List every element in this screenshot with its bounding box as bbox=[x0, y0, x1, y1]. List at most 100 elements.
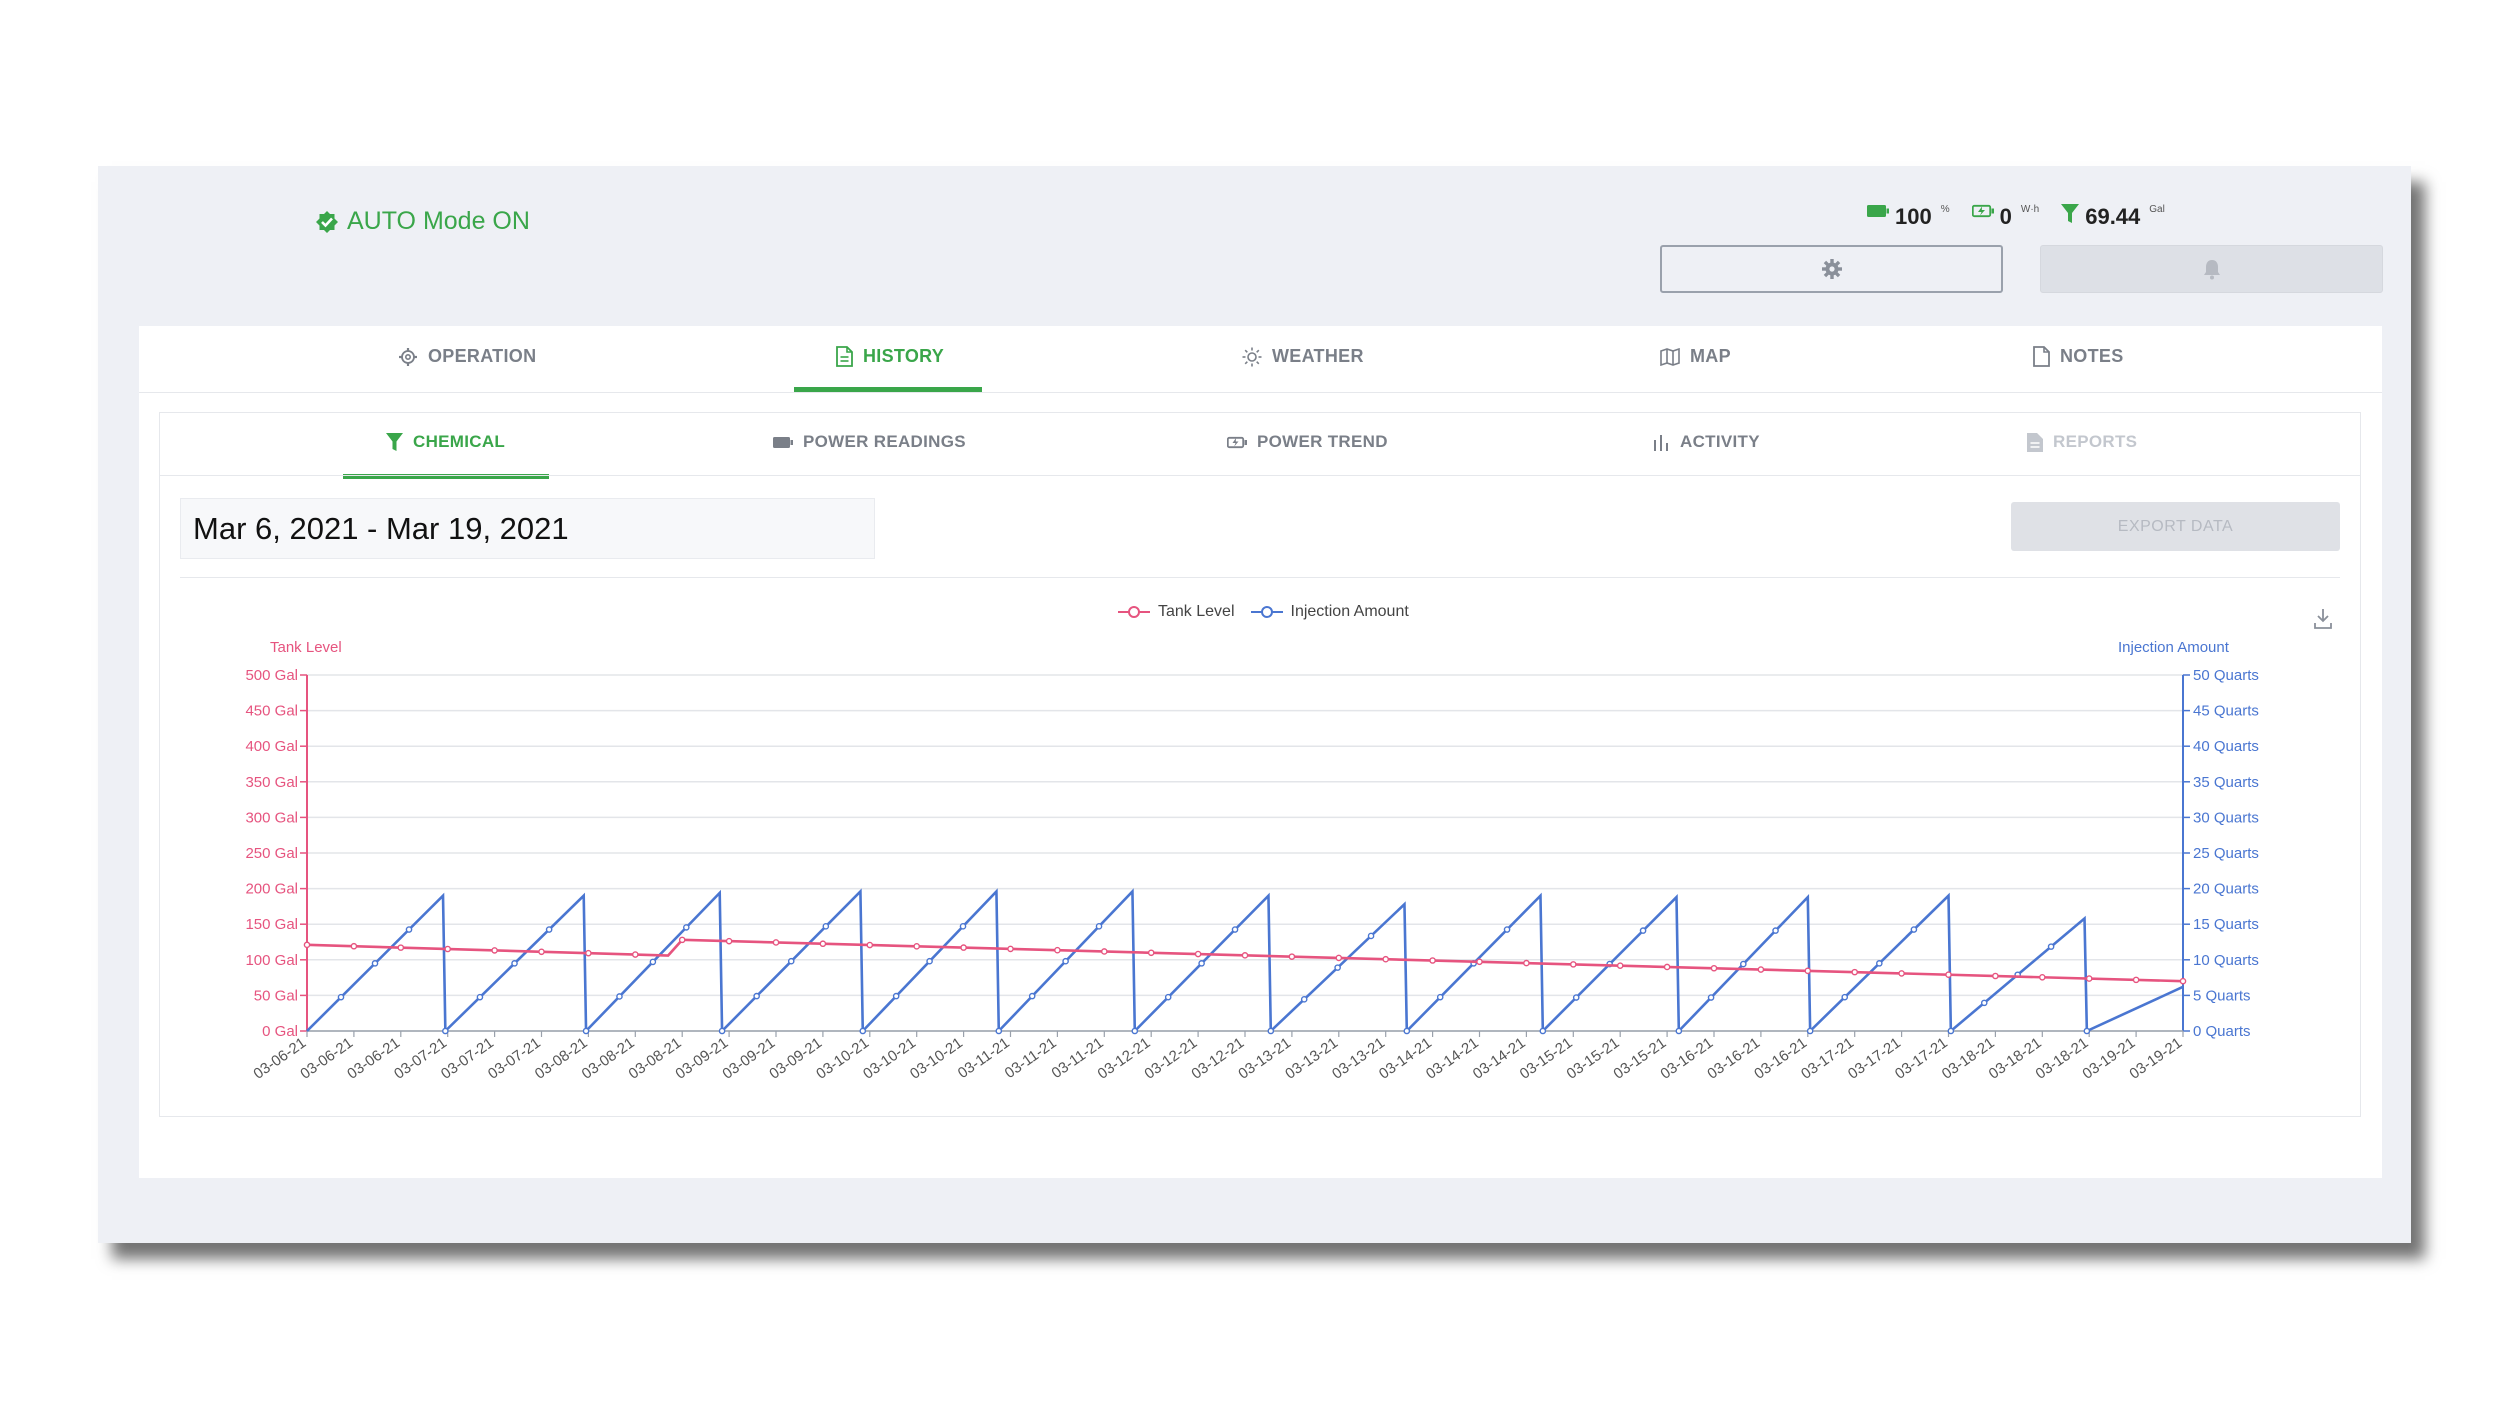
download-icon[interactable] bbox=[2313, 608, 2333, 630]
left-axis-tick-label: 400 Gal bbox=[245, 738, 298, 755]
note-icon bbox=[2033, 346, 2050, 367]
tank-level-point bbox=[1147, 949, 1155, 957]
tank-level-point bbox=[1616, 962, 1624, 969]
tab-map[interactable]: MAP bbox=[1660, 346, 1731, 367]
subtab-power-readings[interactable]: POWER READINGS bbox=[773, 432, 966, 452]
tank-level-point bbox=[397, 944, 405, 951]
left-axis-tick-label: 300 Gal bbox=[245, 809, 298, 826]
tab-history-label: HISTORY bbox=[863, 346, 945, 366]
tank-level-point bbox=[1992, 972, 1999, 980]
tank-level-point bbox=[2039, 973, 2046, 981]
injection-point bbox=[1806, 1027, 1814, 1035]
tank-level-point bbox=[2085, 975, 2093, 982]
energy-unit: W·h bbox=[2020, 204, 2040, 215]
chart-legend: Tank Level Injection Amount bbox=[1118, 603, 1409, 621]
tank-level-point bbox=[1523, 959, 1530, 967]
tank-level-point bbox=[1663, 963, 1671, 971]
injection-point bbox=[371, 960, 379, 967]
legend-tank-label[interactable]: Tank Level bbox=[1158, 603, 1235, 620]
right-axis-tick-label: 10 Quarts bbox=[2193, 952, 2259, 969]
tank-level-point bbox=[1945, 971, 1952, 979]
x-axis-tick-label: 03-15-21 bbox=[1610, 1034, 1669, 1082]
injection-point bbox=[442, 1027, 449, 1035]
date-range-picker[interactable]: Mar 6, 2021 - Mar 19, 2021 bbox=[180, 498, 875, 559]
right-axis-tick-label: 25 Quarts bbox=[2193, 845, 2259, 862]
injection-point bbox=[787, 957, 795, 965]
tank-level-point bbox=[1710, 964, 1718, 972]
subtabs-divider bbox=[160, 475, 2360, 476]
injection-point bbox=[1198, 960, 1205, 967]
x-axis-tick-label: 03-09-21 bbox=[719, 1034, 778, 1082]
tank-unit: Gal bbox=[2149, 204, 2165, 215]
settings-button[interactable] bbox=[1660, 245, 2003, 293]
tank-level-point bbox=[1476, 958, 1483, 966]
tab-weather[interactable]: WEATHER bbox=[1242, 346, 1364, 367]
x-axis-tick-label: 03-06-21 bbox=[344, 1034, 403, 1082]
tab-history[interactable]: HISTORY bbox=[836, 346, 944, 367]
injection-point bbox=[1503, 926, 1511, 933]
tank-level-point bbox=[1335, 954, 1343, 962]
injection-point bbox=[892, 992, 900, 1000]
battery-charging-icon bbox=[1227, 436, 1247, 448]
battery-icon bbox=[773, 436, 793, 448]
left-axis-tick-label: 200 Gal bbox=[245, 881, 298, 898]
tank-value: 69.44 bbox=[2085, 204, 2141, 229]
sun-icon bbox=[1242, 347, 1262, 366]
tank-level-point bbox=[2132, 976, 2140, 984]
bell-icon bbox=[2203, 260, 2220, 280]
injection-point bbox=[582, 1027, 590, 1035]
tab-operation[interactable]: OPERATION bbox=[398, 346, 536, 367]
legend-marker-injection bbox=[1250, 606, 1283, 618]
left-axis-tick-label: 500 Gal bbox=[245, 667, 298, 684]
battery-charging-icon bbox=[1971, 204, 1994, 218]
document-icon bbox=[836, 346, 853, 367]
date-range-value: Mar 6, 2021 - Mar 19, 2021 bbox=[193, 510, 569, 546]
tab-notes-label: NOTES bbox=[2060, 346, 2124, 366]
subtab-power-trend[interactable]: POWER TREND bbox=[1227, 432, 1388, 452]
subtab-reports: REPORTS bbox=[2027, 432, 2137, 452]
subtab-activity-label: ACTIVITY bbox=[1680, 432, 1760, 451]
injection-point bbox=[959, 923, 967, 930]
injection-point bbox=[1947, 1027, 1955, 1035]
x-axis-tick-label: 03-18-21 bbox=[1986, 1034, 2045, 1082]
injection-point bbox=[2047, 943, 2055, 950]
tank-level-point bbox=[2179, 977, 2187, 985]
tab-notes[interactable]: NOTES bbox=[2033, 346, 2124, 367]
energy-value: 0 bbox=[1999, 204, 2012, 229]
x-axis-tick-label: 03-06-21 bbox=[250, 1034, 309, 1082]
x-axis-tick-label: 03-10-21 bbox=[860, 1034, 919, 1082]
subtab-activity[interactable]: ACTIVITY bbox=[1652, 432, 1760, 452]
x-axis-tick-label: 03-16-21 bbox=[1704, 1034, 1763, 1082]
x-axis-tick-label: 03-18-21 bbox=[2033, 1034, 2092, 1082]
tank-level-point bbox=[538, 948, 545, 956]
injection-point bbox=[1841, 993, 1849, 1001]
tab-operation-label: OPERATION bbox=[428, 346, 537, 366]
legend-injection-label[interactable]: Injection Amount bbox=[1290, 603, 1409, 620]
tank-level-point bbox=[1194, 950, 1202, 958]
tank-level-point bbox=[819, 940, 827, 948]
tab-history-underline bbox=[794, 387, 982, 392]
injection-point bbox=[859, 1027, 867, 1035]
battery-unit: % bbox=[1940, 204, 1950, 215]
injection-point bbox=[1572, 994, 1580, 1001]
subtab-power-trend-label: POWER TREND bbox=[1257, 432, 1388, 451]
tank-level-point bbox=[444, 945, 452, 953]
x-axis-tick-label: 03-16-21 bbox=[1751, 1034, 1810, 1082]
tank-level-point bbox=[678, 936, 686, 944]
notifications-button[interactable] bbox=[2040, 245, 2383, 293]
right-axis-tick-label: 15 Quarts bbox=[2193, 916, 2259, 933]
auto-mode-status: AUTO Mode ON bbox=[315, 207, 530, 236]
x-axis-tick-label: 03-07-21 bbox=[485, 1034, 544, 1082]
tank-level-point bbox=[725, 937, 733, 945]
x-axis-tick-label: 03-12-21 bbox=[1095, 1034, 1154, 1082]
tank-level-point bbox=[350, 942, 358, 950]
subtab-chemical[interactable]: CHEMICAL bbox=[386, 432, 505, 452]
x-axis-tick-label: 03-12-21 bbox=[1188, 1034, 1247, 1082]
x-axis-tick-label: 03-18-21 bbox=[1939, 1034, 1998, 1082]
x-axis-tick-label: 03-11-21 bbox=[955, 1034, 1013, 1082]
tank-level-point bbox=[1382, 955, 1389, 963]
tank-level-point bbox=[1429, 957, 1436, 964]
x-axis-tick-label: 03-08-21 bbox=[626, 1034, 685, 1082]
injection-point bbox=[718, 1027, 726, 1035]
subtab-chemical-label: CHEMICAL bbox=[413, 432, 506, 451]
